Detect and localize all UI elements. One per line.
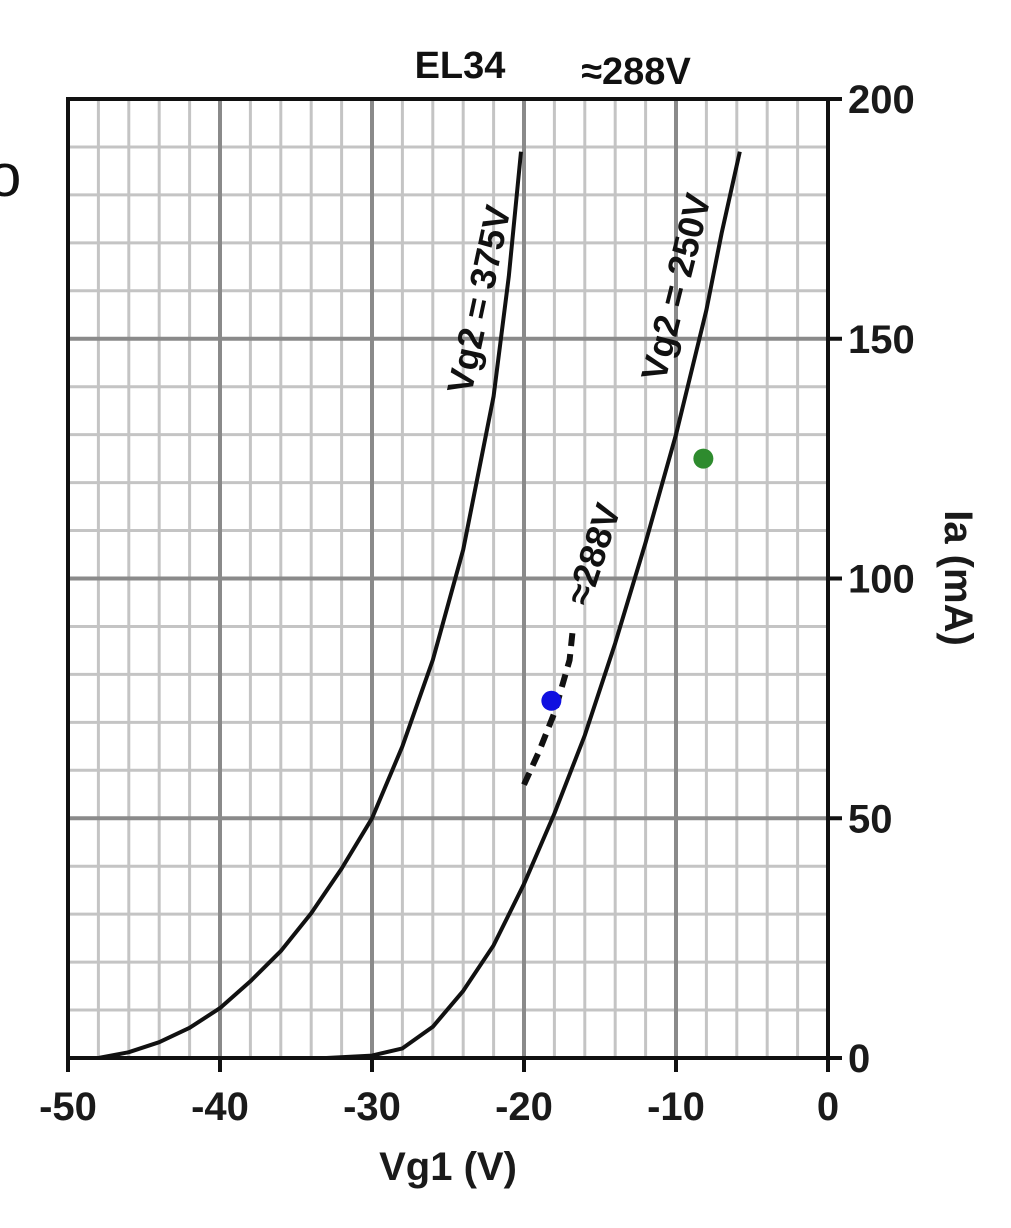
x-tick-label: 0 [817, 1085, 839, 1129]
highlight-point-1 [693, 448, 714, 469]
x-tick-label: -10 [647, 1085, 705, 1129]
y-tick-label: 200 [848, 78, 915, 122]
highlight-point-0 [541, 690, 562, 711]
series-layer [98, 151, 742, 1060]
x-tick-label: -30 [343, 1085, 401, 1129]
chart-title: EL34 [415, 45, 506, 87]
points-layer [541, 448, 714, 711]
x-tick-label: -40 [191, 1085, 249, 1129]
x-axis-title: Vg1 (V) [379, 1145, 517, 1189]
y-axis-title: Ia (mA) [936, 510, 980, 646]
series-line-2 [521, 630, 576, 786]
top-annotation: ≈288V [581, 51, 691, 93]
series-line-0 [98, 151, 523, 1060]
y-tick-label: 0 [848, 1037, 870, 1081]
y-tick-label: 50 [848, 797, 893, 841]
series-line-1 [326, 151, 742, 1060]
x-tick-label: -20 [495, 1085, 553, 1129]
ticks-layer: -50 -40 -30 -20 -10 00 50 100 150 200 [39, 78, 915, 1129]
edge-glyph: o [0, 142, 21, 209]
y-tick-label: 100 [848, 558, 915, 602]
x-tick-label: -50 [39, 1085, 97, 1129]
y-tick-label: 150 [848, 318, 915, 362]
